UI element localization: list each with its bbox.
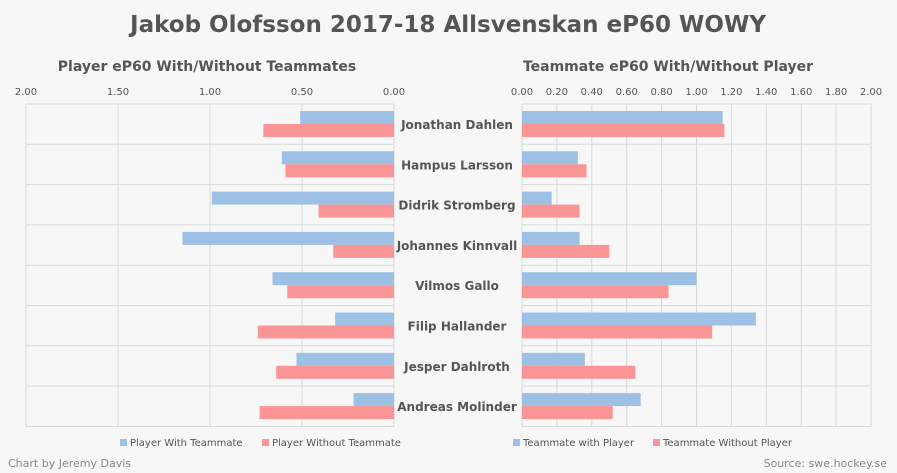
category-label: Filip Hallander (408, 320, 507, 334)
x-tick-label: 0.60 (616, 87, 638, 98)
legend-swatch (653, 439, 660, 446)
chart-title: Jakob Olofsson 2017-18 Allsvenskan eP60 … (128, 12, 766, 38)
x-tick-label: 0.00 (511, 87, 533, 98)
x-tick-label: 0.40 (581, 87, 603, 98)
legend-label: Teammate with Player (522, 438, 635, 449)
legends: Player With Teammate Player Without Teamm… (120, 438, 793, 449)
category-label: Hampus Larsson (401, 158, 513, 172)
x-tick-label: 1.50 (107, 87, 129, 98)
bar-without (285, 164, 394, 178)
x-tick-label: 1.60 (790, 87, 812, 98)
bar-without (522, 285, 669, 299)
bar-without (522, 244, 610, 258)
bar-with (300, 111, 394, 124)
bar-with (335, 312, 394, 326)
bar-without (263, 124, 394, 137)
bar-with (522, 393, 641, 407)
x-tick-label: 0.20 (546, 87, 568, 98)
x-tick-label: 0.50 (291, 87, 313, 98)
bar-with (182, 231, 394, 245)
bar-with (211, 191, 394, 205)
bar-without (522, 164, 587, 178)
bar-without (276, 365, 394, 379)
bar-without (333, 244, 394, 258)
bar-without (287, 285, 394, 299)
bar-without (259, 406, 394, 420)
bar-without (318, 204, 394, 218)
bars (182, 111, 756, 420)
bar-without (522, 204, 580, 218)
bar-with (353, 393, 394, 407)
bar-with (522, 231, 580, 245)
x-tick-label: 1.40 (755, 87, 777, 98)
category-label: Andreas Molinder (397, 400, 517, 414)
credit: Chart by Jeremy Davis (8, 457, 131, 470)
bar-without (522, 406, 613, 420)
x-tick-label: 2.00 (860, 87, 882, 98)
bar-without (522, 124, 725, 137)
category-label: Didrik Stromberg (398, 199, 515, 213)
bar-without (257, 325, 394, 339)
category-label: Jonathan Dahlen (400, 118, 513, 132)
legend-label: Teammate Without Player (662, 438, 793, 449)
legend-swatch (513, 439, 520, 446)
bar-with (522, 272, 697, 286)
bar-without (522, 365, 636, 379)
bar-with (522, 312, 756, 326)
bar-with (272, 272, 394, 286)
bar-without (522, 325, 713, 339)
x-tick-label: 1.80 (825, 87, 847, 98)
x-tick-label: 1.20 (720, 87, 742, 98)
x-tick-label: 0.00 (383, 87, 405, 98)
category-label: Vilmos Gallo (415, 279, 499, 293)
category-label: Johannes Kinnvall (396, 239, 518, 253)
bar-with (522, 191, 552, 205)
bar-with (522, 352, 585, 366)
bar-with (522, 111, 723, 124)
x-tick-label: 1.00 (685, 87, 707, 98)
category-label: Jesper Dahlroth (403, 360, 510, 374)
bar-with (522, 151, 578, 165)
x-tick-label: 2.00 (15, 87, 37, 98)
legend-swatch (120, 439, 127, 446)
x-tick-label: 1.00 (199, 87, 221, 98)
bar-with (281, 151, 394, 165)
legend-label: Player Without Teammate (272, 438, 401, 449)
legend-label: Player With Teammate (130, 438, 243, 449)
legend-swatch (262, 439, 269, 446)
bar-with (296, 352, 394, 366)
x-tick-label: 0.80 (650, 87, 672, 98)
source: Source: swe.hockey.se (764, 457, 888, 470)
gridlines: 2.00 1.50 1.00 0.50 0.00 0.00 0.20 0.40 0.60 0.80… (15, 87, 882, 427)
left-chart-title: Player eP60 With/Without Teammates (58, 59, 356, 75)
right-chart-title: Teammate eP60 With/Without Player (523, 59, 813, 75)
category-labels: Jonathan Dahlen Hampus Larsson Didrik Stro… (396, 118, 518, 414)
